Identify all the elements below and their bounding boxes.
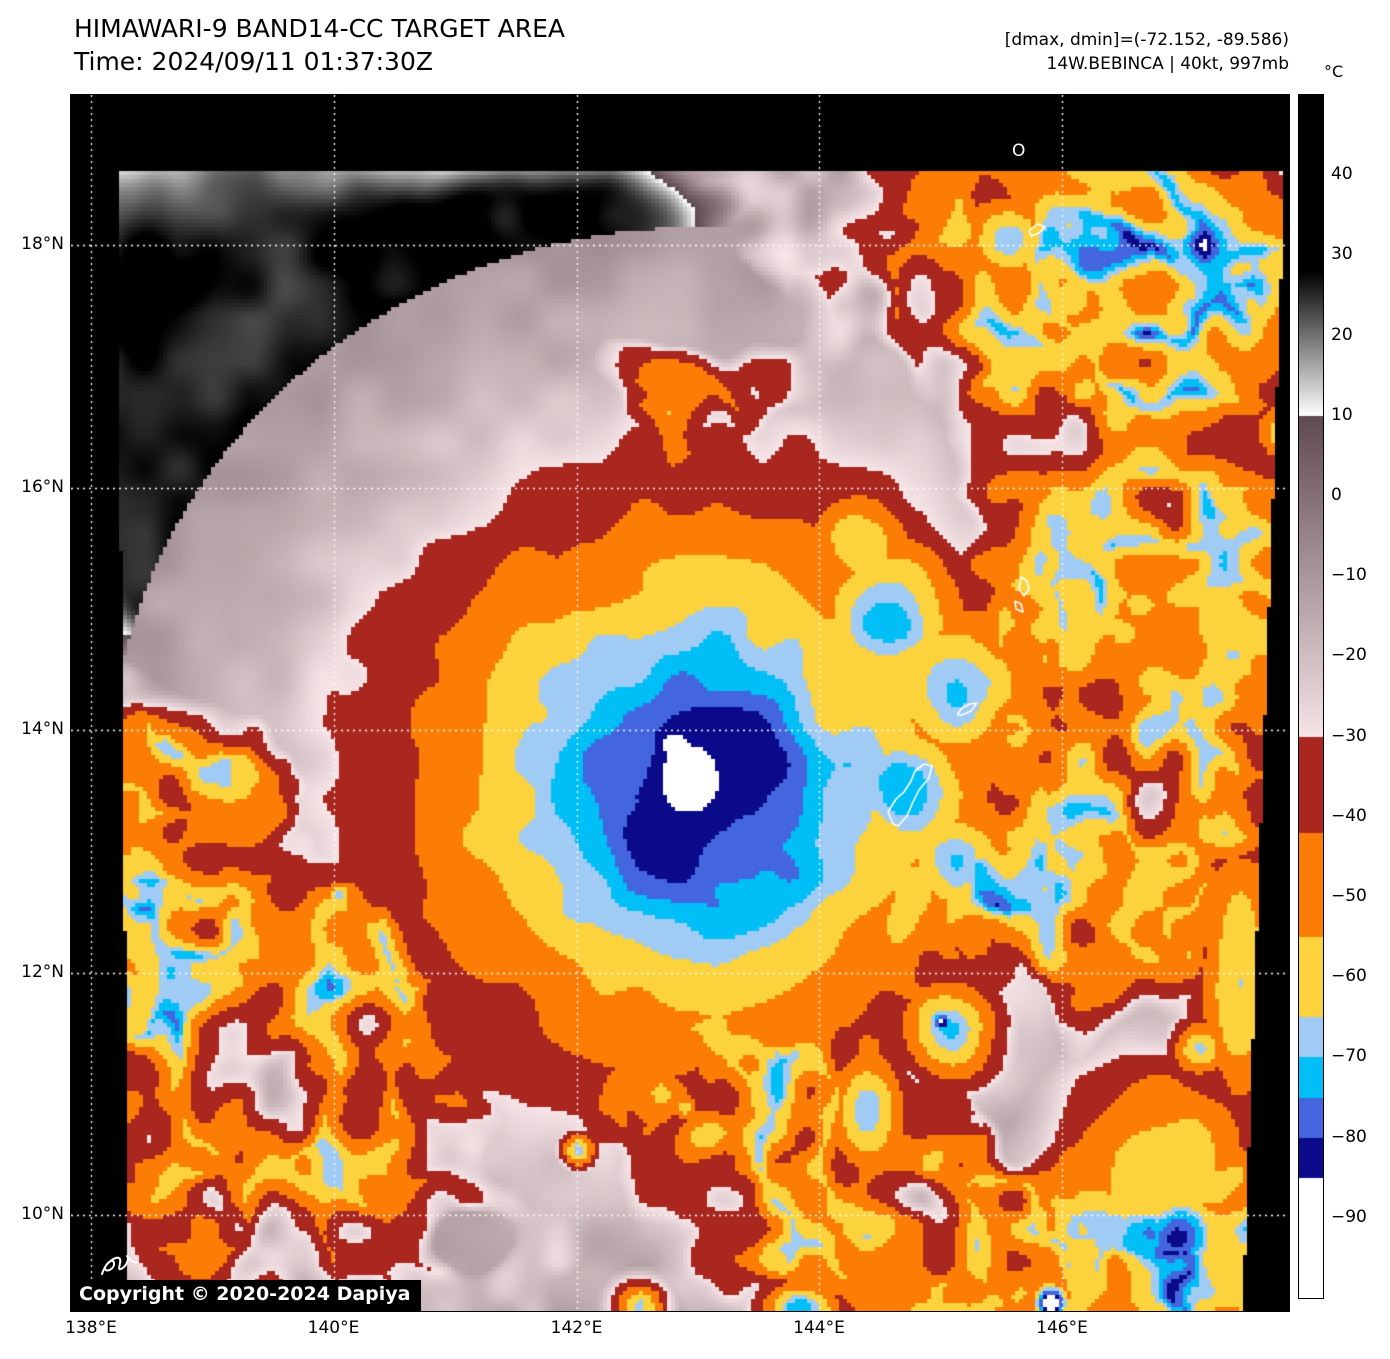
lat-tick-label: 12°N [21, 961, 64, 982]
colorbar-unit-label: °C [1324, 62, 1344, 81]
colorbar-gradient [1299, 95, 1323, 1298]
dmax-dmin-readout: [dmax, dmin]=(-72.152, -89.586) [1004, 30, 1289, 50]
lon-tick-label: 144°E [793, 1318, 845, 1338]
colorbar-tick-label: −90 [1331, 1206, 1367, 1227]
colorbar [1298, 94, 1324, 1299]
colorbar-tick-label: 10 [1331, 404, 1353, 425]
plot-time: Time: 2024/09/11 01:37:30Z [74, 47, 433, 76]
colorbar-tick-label: 20 [1331, 324, 1353, 345]
plot-title: HIMAWARI-9 BAND14-CC TARGET AREA [74, 14, 566, 43]
lon-tick-label: 142°E [550, 1318, 603, 1338]
lat-tick-label: 14°N [21, 719, 64, 739]
lat-tick-label: 16°N [21, 476, 64, 497]
colorbar-tick-label: −50 [1331, 886, 1367, 906]
header-right: [dmax, dmin]=(-72.152, -89.586) 14W.BEBI… [1005, 28, 1289, 76]
colorbar-tick-label: 40 [1331, 164, 1353, 185]
lat-tick-label: 18°N [21, 234, 64, 254]
colorbar-tick-label: −30 [1331, 725, 1367, 746]
header-left: HIMAWARI-9 BAND14-CC TARGET AREA Time: 2… [74, 12, 565, 78]
signature-icon [101, 1255, 138, 1275]
colorbar-tick-label: −10 [1331, 565, 1367, 586]
colorbar-tick-label: 30 [1331, 244, 1353, 265]
storm-info: 14W.BEBINCA | 40kt, 997mb [1046, 54, 1289, 74]
analysis-center-marker: O [1012, 141, 1026, 161]
colorbar-tick-label: −70 [1331, 1046, 1367, 1067]
colorbar-tick-label: 0 [1331, 485, 1342, 505]
colorbar-tick-label: −40 [1331, 805, 1367, 826]
colorbar-tick-label: −20 [1331, 645, 1367, 666]
lon-tick-label: 140°E [307, 1318, 360, 1338]
colorbar-tick-label: −80 [1331, 1126, 1367, 1147]
lon-tick-label: 146°E [1036, 1318, 1088, 1338]
map-axes [70, 94, 1290, 1312]
lat-tick-label: 10°N [21, 1204, 64, 1224]
copyright-label: Copyright © 2020-2024 Dapiya [70, 1280, 422, 1311]
lon-tick-label: 138°E [65, 1318, 117, 1338]
satellite-image-canvas [71, 95, 1289, 1311]
colorbar-tick-label: −60 [1331, 966, 1367, 987]
